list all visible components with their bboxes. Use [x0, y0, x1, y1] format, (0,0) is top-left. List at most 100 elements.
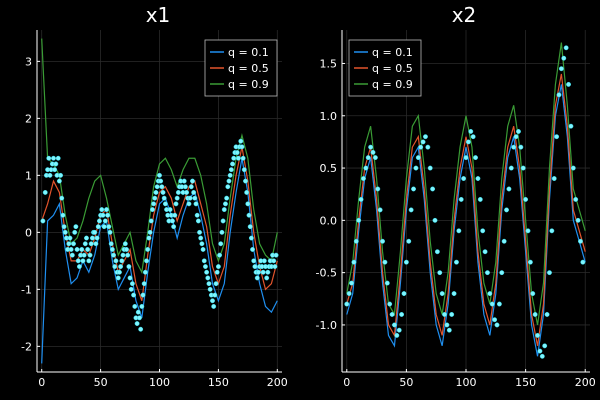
data-point-0-134: [199, 241, 205, 247]
data-point-1-71: [513, 134, 519, 140]
data-point-0-57: [108, 241, 114, 247]
data-point-1-49: [461, 176, 467, 181]
data-point-1-10: [368, 144, 374, 150]
series-line-1-2: [346, 42, 586, 326]
data-point-1-21: [394, 332, 400, 338]
data-point-0-144: [211, 304, 217, 309]
data-point-0-85: [141, 281, 147, 287]
data-point-0-177: [250, 247, 256, 252]
data-point-1-37: [432, 217, 438, 223]
data-point-1-22: [396, 327, 402, 333]
data-point-0-93: [151, 201, 157, 207]
data-point-0-61: [113, 258, 119, 264]
data-point-0-56: [107, 229, 113, 235]
data-point-1-48: [458, 196, 464, 202]
data-point-0-109: [170, 218, 175, 224]
data-point-0-135: [200, 247, 206, 252]
data-point-1-60: [487, 291, 493, 297]
data-point-1-70: [511, 144, 517, 150]
data-point-1-89: [556, 92, 562, 98]
y-tick-label-0-4: 2: [25, 112, 32, 125]
y-tick-label-1-0: -1.0: [316, 319, 337, 332]
y-tick-label-1-4: 1.0: [320, 110, 338, 123]
data-point-0-79: [134, 321, 140, 326]
data-point-1-29: [413, 165, 419, 171]
data-point-1-3: [351, 259, 357, 265]
data-point-1-5: [356, 217, 362, 223]
data-point-0-67: [120, 252, 126, 258]
data-point-1-20: [392, 322, 397, 328]
data-point-1-57: [480, 228, 486, 234]
data-point-0-158: [227, 172, 233, 178]
y-tick-label-0-1: -1: [21, 283, 32, 296]
data-point-0-102: [161, 195, 167, 201]
data-point-0-58: [109, 247, 115, 252]
x-tick-label-0-1: 50: [94, 376, 108, 389]
data-point-0-127: [191, 190, 197, 195]
data-point-1-90: [558, 66, 564, 72]
y-tick-label-0-2: 0: [25, 226, 32, 239]
y-tick-label-1-2: 0.0: [320, 214, 338, 227]
data-point-1-82: [539, 353, 545, 359]
x-tick-label-0-2: 100: [149, 376, 170, 389]
data-point-1-84: [544, 312, 550, 317]
data-point-1-68: [506, 186, 512, 192]
data-point-0-94: [152, 195, 158, 201]
data-point-0-113: [174, 195, 180, 201]
data-point-0-110: [171, 224, 177, 230]
data-point-1-96: [573, 196, 579, 202]
data-point-0-160: [230, 161, 235, 167]
data-point-1-98: [578, 238, 583, 244]
data-point-1-46: [454, 259, 459, 265]
data-point-1-45: [451, 291, 457, 297]
data-point-0-63: [115, 275, 121, 281]
data-point-0-175: [247, 224, 253, 230]
data-point-1-95: [570, 165, 576, 171]
x-tick-label-0-0: 0: [38, 376, 45, 389]
x-tick-label-0-3: 150: [208, 376, 229, 389]
data-point-0-45: [94, 235, 100, 241]
data-point-1-66: [501, 238, 507, 244]
data-point-1-27: [408, 207, 414, 213]
x-tick-label-1-1: 50: [399, 376, 413, 389]
data-point-0-76: [131, 292, 137, 298]
data-point-0-101: [160, 190, 166, 195]
data-point-0-1: [42, 190, 48, 195]
data-point-1-31: [418, 144, 424, 150]
data-point-1-38: [434, 249, 440, 255]
data-point-0-186: [260, 269, 266, 275]
data-point-0-155: [224, 195, 230, 201]
data-point-1-0: [344, 301, 350, 307]
subplot-x2: x2 0 50 100 150 200 -1.0 -0.5 0.0 0.5 1.0 1.5 q = …: [316, 3, 596, 389]
data-point-0-139: [205, 275, 211, 281]
data-point-1-35: [427, 165, 433, 171]
data-point-1-36: [430, 186, 436, 192]
legend-label-x1-1: q = 0.5: [228, 62, 269, 75]
x-tick-label-1-4: 200: [575, 376, 596, 389]
data-point-0-59: [111, 252, 117, 258]
data-point-0-131: [195, 218, 201, 224]
data-point-0-75: [129, 281, 135, 287]
data-point-0-170: [241, 167, 247, 173]
legend-label-x2-0: q = 0.1: [372, 46, 413, 59]
data-point-0-95: [153, 190, 159, 195]
data-point-0-26: [72, 229, 78, 235]
data-point-0-83: [139, 304, 145, 309]
data-point-0-174: [246, 212, 252, 218]
data-point-0-38: [86, 258, 92, 264]
data-point-0-88: [145, 247, 151, 252]
data-point-0-53: [104, 207, 109, 213]
data-point-1-32: [420, 139, 426, 145]
data-point-0-197: [273, 252, 279, 258]
data-point-0-21: [66, 241, 72, 247]
data-point-0-44: [93, 241, 99, 247]
data-point-0-15: [59, 195, 65, 201]
data-point-1-51: [465, 139, 471, 145]
data-point-0-77: [132, 304, 138, 309]
data-point-1-40: [439, 291, 445, 297]
data-point-0-65: [118, 264, 124, 269]
data-point-1-61: [489, 301, 495, 307]
data-point-1-4: [353, 238, 359, 244]
data-point-0-8: [51, 155, 56, 161]
data-point-1-41: [442, 312, 447, 317]
